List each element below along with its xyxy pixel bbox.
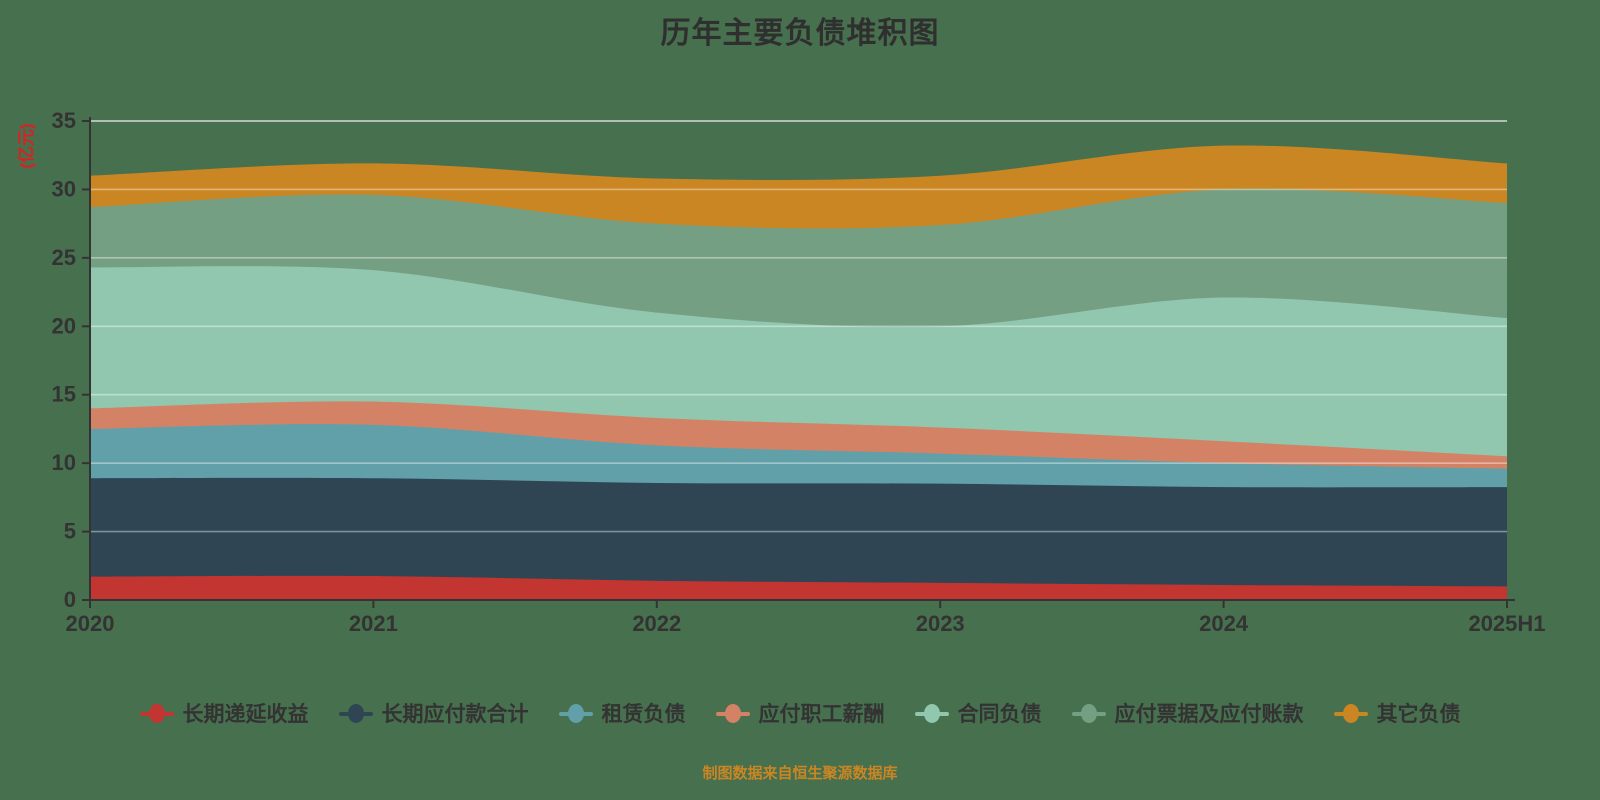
- legend-marker-icon: [139, 703, 174, 724]
- legend-item-合同负债[interactable]: 合同负债: [914, 698, 1042, 728]
- legend-marker-icon: [715, 703, 750, 724]
- legend-marker-icon: [558, 703, 593, 724]
- y-tick-label: 0: [64, 587, 76, 612]
- legend-item-长期递延收益[interactable]: 长期递延收益: [139, 698, 309, 728]
- stacked-area-chart: 0 5 10 15 20 25 30 35 2020 2021 2022 2023 2024 2025H1…: [16, 108, 1546, 636]
- y-axis-unit-label: (亿元): [16, 123, 36, 168]
- legend-marker-icon: [338, 703, 373, 724]
- legend-item-长期应付款合计[interactable]: 长期应付款合计: [338, 698, 529, 728]
- area-band-长期递延收益: [90, 575, 1507, 600]
- data-source-caption: 制图数据来自恒生聚源数据库: [702, 765, 898, 782]
- x-tick-label: 2021: [349, 611, 398, 636]
- legend-label: 应付票据及应付账款: [1114, 703, 1304, 726]
- y-tick-label: 35: [52, 108, 76, 133]
- y-tick-label: 30: [52, 176, 76, 201]
- legend-label: 合同负债: [957, 703, 1042, 726]
- legend-marker-icon: [1333, 703, 1368, 724]
- y-tick-label: 15: [52, 382, 76, 407]
- legend-label: 应付职工薪酬: [758, 703, 885, 726]
- legend-label: 长期应付款合计: [381, 703, 529, 726]
- area-band-长期应付款合计: [90, 477, 1507, 600]
- legend-item-租赁负债[interactable]: 租赁负债: [558, 698, 686, 728]
- x-tick-label: 2023: [916, 611, 965, 636]
- x-tick-label: 2022: [632, 611, 681, 636]
- legend-marker-icon: [1071, 703, 1106, 724]
- x-tick-label: 2020: [66, 611, 115, 636]
- legend-marker-icon: [914, 703, 949, 724]
- legend-item-其它负债[interactable]: 其它负债: [1333, 698, 1461, 728]
- legend-item-应付职工薪酬[interactable]: 应付职工薪酬: [715, 698, 885, 728]
- chart-legend: 长期递延收益 长期应付款合计 租赁负债 应付职工薪酬 合同负债 应付票据及应付账款 其它负债: [0, 698, 1600, 728]
- y-tick-label: 20: [52, 313, 76, 338]
- legend-item-应付票据及应付账款[interactable]: 应付票据及应付账款: [1071, 698, 1304, 728]
- y-tick-label: 5: [64, 519, 76, 544]
- y-tick-label: 25: [52, 245, 76, 270]
- x-tick-label: 2025H1: [1468, 611, 1545, 636]
- y-tick-label: 10: [52, 450, 76, 475]
- chart-title: 历年主要负债堆积图: [660, 17, 940, 50]
- legend-label: 长期递延收益: [182, 703, 309, 726]
- legend-label: 其它负债: [1376, 703, 1461, 726]
- x-tick-label: 2024: [1199, 611, 1249, 636]
- legend-label: 租赁负债: [601, 703, 686, 726]
